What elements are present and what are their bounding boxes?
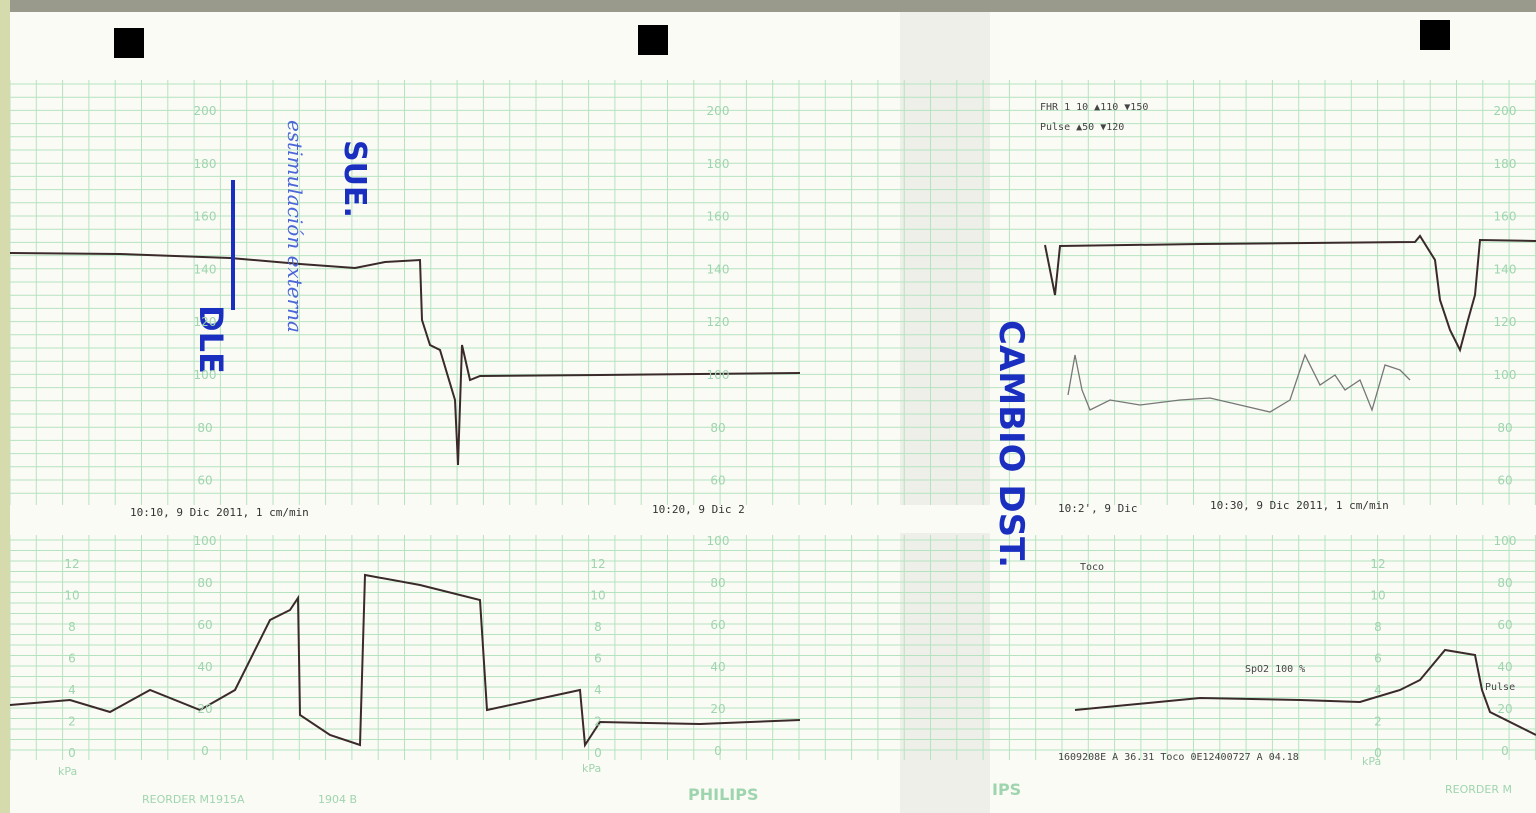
scale-label: 0 bbox=[68, 746, 76, 760]
scale-label: 60 bbox=[710, 618, 725, 632]
paper bbox=[0, 0, 1536, 813]
scale-label: 12 bbox=[1370, 557, 1385, 571]
scale-label: 2 bbox=[594, 715, 602, 729]
scale-label: 60 bbox=[197, 618, 212, 632]
scale-label: 100 bbox=[1494, 368, 1517, 382]
scale-label: 100 bbox=[707, 368, 730, 382]
marker bbox=[1420, 20, 1450, 50]
scale-label: 40 bbox=[1497, 660, 1512, 674]
scale-label: 100 bbox=[707, 534, 730, 548]
scale-label: 40 bbox=[197, 660, 212, 674]
scale-label: 60 bbox=[1497, 474, 1512, 488]
scale-label: 160 bbox=[707, 210, 730, 224]
scale-label: 2 bbox=[68, 715, 76, 729]
legend: Pulse ▲50 ▼120 bbox=[1040, 122, 1124, 133]
scale-label: 0 bbox=[1501, 744, 1509, 758]
scale-label: 60 bbox=[710, 474, 725, 488]
brand: IPS bbox=[992, 780, 1021, 799]
scale-label: 80 bbox=[710, 421, 725, 435]
footer: 1609208E A 36.31 Toco 0E12400727 A 04.18 bbox=[1058, 752, 1299, 763]
scale-label: 20 bbox=[710, 702, 725, 716]
scale-label: 60 bbox=[1497, 618, 1512, 632]
scale-label: 0 bbox=[594, 746, 602, 760]
marker bbox=[638, 25, 668, 55]
unit: kPa bbox=[582, 762, 601, 775]
pulse-label: Pulse bbox=[1485, 682, 1515, 693]
left-band bbox=[0, 0, 10, 813]
scale-label: 180 bbox=[707, 157, 730, 171]
scale-label: 120 bbox=[194, 315, 217, 329]
scale-label: 20 bbox=[197, 702, 212, 716]
scale-label: 6 bbox=[68, 652, 76, 666]
scale-label: 10 bbox=[64, 589, 79, 603]
scale-label: 0 bbox=[1374, 746, 1382, 760]
paper-joint bbox=[900, 12, 990, 813]
timestamp: 10:10, 9 Dic 2011, 1 cm/min bbox=[130, 506, 309, 519]
scale-label: 12 bbox=[64, 557, 79, 571]
scale-label: 180 bbox=[194, 157, 217, 171]
scale-label: 200 bbox=[194, 104, 217, 118]
scale-label: 80 bbox=[197, 421, 212, 435]
scale-label: 4 bbox=[1374, 683, 1382, 697]
scale-label: 100 bbox=[194, 368, 217, 382]
scale-label: 120 bbox=[1494, 315, 1517, 329]
scale-label: 10 bbox=[590, 589, 605, 603]
scale-label: 2 bbox=[1374, 715, 1382, 729]
scale-label: 0 bbox=[201, 744, 209, 758]
unit: kPa bbox=[58, 765, 77, 778]
scale-label: 80 bbox=[1497, 576, 1512, 590]
legend: FHR 1 10 ▲110 ▼150 bbox=[1040, 102, 1148, 113]
scale-label: 60 bbox=[197, 474, 212, 488]
scale-label: 140 bbox=[707, 262, 730, 276]
scale-label: 100 bbox=[1494, 534, 1517, 548]
scale-label: 6 bbox=[594, 652, 602, 666]
handwriting: estimulación externa bbox=[283, 120, 307, 333]
marker bbox=[114, 28, 144, 58]
scale-label: 6 bbox=[1374, 652, 1382, 666]
scale-label: 20 bbox=[1497, 702, 1512, 716]
scale-label: 200 bbox=[1494, 104, 1517, 118]
timestamp: 10:2', 9 Dic bbox=[1058, 502, 1137, 515]
scale-label: 8 bbox=[1374, 620, 1382, 634]
handwriting: SUE. bbox=[337, 140, 372, 218]
timestamp: 10:20, 9 Dic 2 bbox=[652, 503, 745, 516]
ctg-strip: 10:10, 9 Dic 2011, 1 cm/min 10:20, 9 Dic… bbox=[0, 0, 1536, 813]
scale-label: 80 bbox=[197, 576, 212, 590]
scale-label: 12 bbox=[590, 557, 605, 571]
scale-label: 200 bbox=[707, 104, 730, 118]
reorder: REORDER M bbox=[1445, 783, 1512, 796]
reorder: REORDER M1915A bbox=[142, 793, 245, 806]
spo2-label: SpO2 100 % bbox=[1245, 664, 1305, 675]
toco-label: Toco bbox=[1080, 562, 1104, 573]
scale-label: 40 bbox=[710, 660, 725, 674]
scale-label: 80 bbox=[710, 576, 725, 590]
scale-label: 160 bbox=[194, 210, 217, 224]
scale-label: 4 bbox=[594, 683, 602, 697]
code: 1904 B bbox=[318, 793, 357, 806]
scale-label: 160 bbox=[1494, 210, 1517, 224]
brand: PHILIPS bbox=[688, 785, 758, 804]
handwriting: CAMBIO DST. bbox=[991, 320, 1031, 568]
scale-label: 0 bbox=[714, 744, 722, 758]
scale-label: 10 bbox=[1370, 589, 1385, 603]
timestamp: 10:30, 9 Dic 2011, 1 cm/min bbox=[1210, 499, 1389, 512]
top-band bbox=[0, 0, 1536, 12]
scale-label: 180 bbox=[1494, 157, 1517, 171]
scale-label: 4 bbox=[68, 683, 76, 697]
scale-label: 120 bbox=[707, 315, 730, 329]
scale-label: 100 bbox=[194, 534, 217, 548]
scale-label: 8 bbox=[68, 620, 76, 634]
scale-label: 8 bbox=[594, 620, 602, 634]
scale-label: 140 bbox=[194, 262, 217, 276]
scale-label: 80 bbox=[1497, 421, 1512, 435]
scale-label: 140 bbox=[1494, 262, 1517, 276]
